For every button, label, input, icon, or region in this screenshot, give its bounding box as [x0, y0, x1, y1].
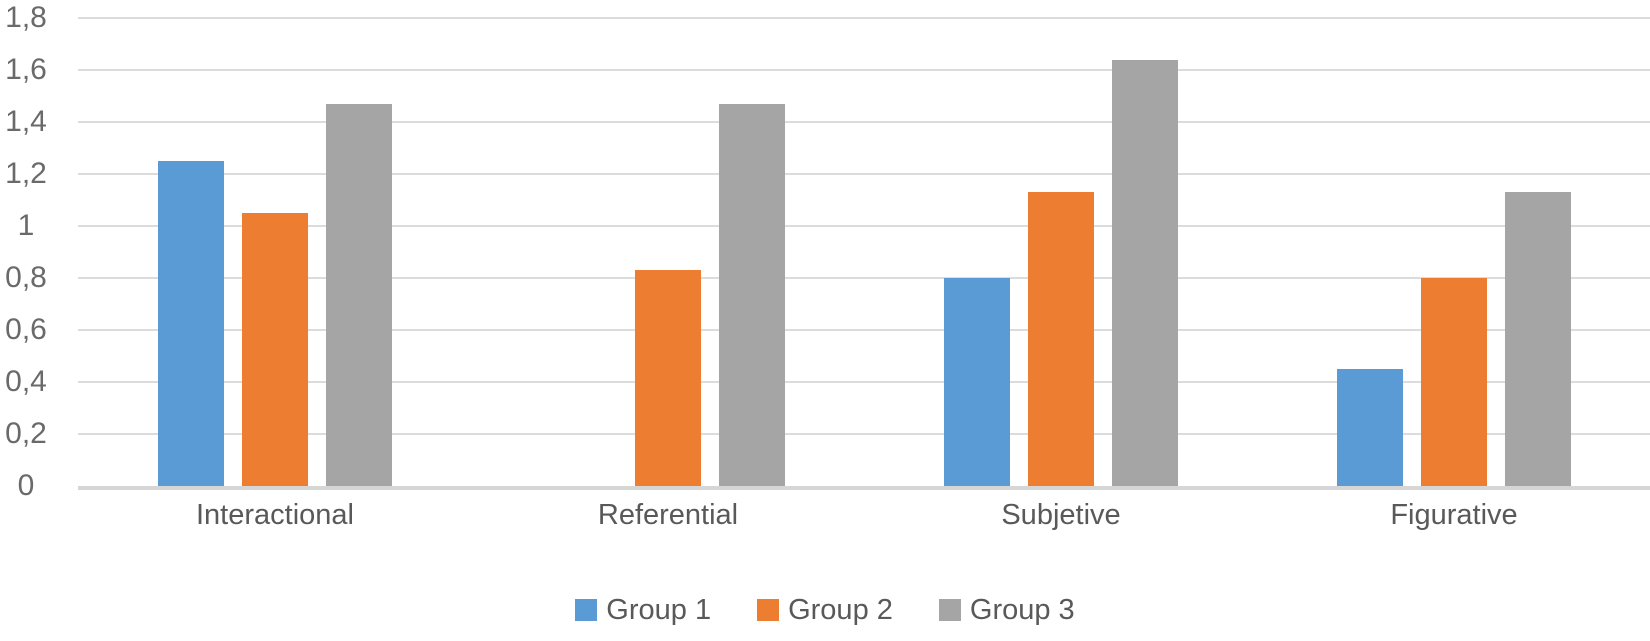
bar-group-3-subjetive — [1112, 60, 1178, 486]
gridline — [78, 17, 1650, 19]
x-axis-line — [78, 486, 1650, 490]
x-axis-category-label: Subjetive — [1001, 499, 1121, 531]
legend-swatch-icon — [757, 599, 780, 621]
y-axis-tick-label: 0,6 — [5, 313, 47, 346]
y-axis-tick-label: 0,4 — [5, 365, 47, 398]
y-axis-tick-label: 1 — [17, 209, 35, 242]
bar-group-2-referential — [635, 270, 701, 486]
legend-label: Group 1 — [606, 594, 712, 626]
x-axis-category-label: Interactional — [196, 499, 354, 531]
gridline — [78, 329, 1650, 331]
y-axis-tick-label: 1,8 — [5, 1, 47, 34]
y-axis-tick-label: 0 — [17, 469, 35, 502]
gridline — [78, 433, 1650, 435]
x-axis-category-label: Referential — [597, 499, 739, 531]
gridline — [78, 381, 1650, 383]
bar-group-2-figurative — [1421, 278, 1487, 486]
legend-item-group-2: Group 2 — [757, 594, 893, 626]
y-axis-tick-label: 1,4 — [5, 105, 47, 138]
y-axis-tick-label: 0,2 — [5, 417, 47, 450]
y-axis-tick-label: 1,2 — [5, 157, 47, 190]
legend-swatch-icon — [938, 599, 961, 621]
legend-item-group-3: Group 3 — [938, 594, 1075, 626]
bar-group-3-referential — [719, 104, 785, 486]
legend: Group 1 Group 2 Group 3 — [0, 594, 1650, 626]
bar-group-1-interactional — [158, 161, 224, 486]
bar-group-3-figurative — [1505, 192, 1571, 486]
gridline — [78, 121, 1650, 123]
bar-group-1-figurative — [1337, 369, 1403, 486]
x-axis-category-label: Figurative — [1390, 499, 1518, 531]
y-axis-tick-label: 0,8 — [5, 261, 47, 294]
gridline — [78, 225, 1650, 227]
bar-group-2-interactional — [242, 213, 308, 486]
bar-group-2-subjetive — [1028, 192, 1094, 486]
bar-group-1-subjetive — [944, 278, 1010, 486]
gridline — [78, 173, 1650, 175]
y-axis-tick-label: 1,6 — [5, 53, 47, 86]
bar-group-3-interactional — [326, 104, 392, 486]
legend-item-group-1: Group 1 — [575, 594, 711, 626]
gridline — [78, 277, 1650, 279]
gridline — [78, 69, 1650, 71]
legend-label: Group 3 — [969, 594, 1075, 626]
legend-swatch-icon — [575, 599, 598, 621]
legend-label: Group 2 — [788, 594, 893, 626]
